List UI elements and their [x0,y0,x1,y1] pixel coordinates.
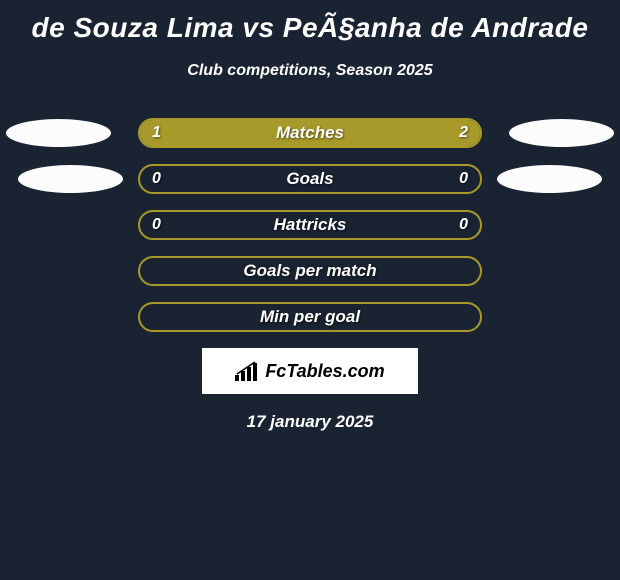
stat-value-left: 0 [152,170,161,188]
stat-label: Hattricks [274,215,347,235]
stat-value-right: 0 [459,216,468,234]
player-left-marker [18,165,123,193]
stat-label: Goals per match [243,261,376,281]
stat-label: Goals [286,169,333,189]
player-right-marker [509,119,614,147]
stat-value-left: 0 [152,216,161,234]
stat-rows: 1 2 Matches 0 0 Goals 0 0 Hattricks Goals per mat… [0,118,620,332]
stat-label: Min per goal [260,307,360,327]
stat-bar: 1 2 Matches [138,118,482,148]
page-title: de Souza Lima vs PeÃ§anha de Andrade [0,0,620,44]
player-right-marker [497,165,602,193]
page-subtitle: Club competitions, Season 2025 [0,62,620,80]
stat-row: 1 2 Matches [0,118,620,148]
logo-text: FcTables.com [265,361,384,382]
stat-row: Goals per match [0,256,620,286]
stat-bar: Goals per match [138,256,482,286]
bars-icon [235,361,261,381]
stat-value-right: 2 [459,124,468,142]
stat-row: 0 0 Goals [0,164,620,194]
stat-row: 0 0 Hattricks [0,210,620,240]
player-left-marker [6,119,111,147]
stat-bar: 0 0 Goals [138,164,482,194]
stat-row: Min per goal [0,302,620,332]
stat-value-left: 1 [152,124,161,142]
stat-bar: 0 0 Hattricks [138,210,482,240]
stat-value-right: 0 [459,170,468,188]
stat-bar: Min per goal [138,302,482,332]
date-text: 17 january 2025 [0,412,620,432]
logo-box: FcTables.com [202,348,418,394]
stat-label: Matches [276,123,344,143]
